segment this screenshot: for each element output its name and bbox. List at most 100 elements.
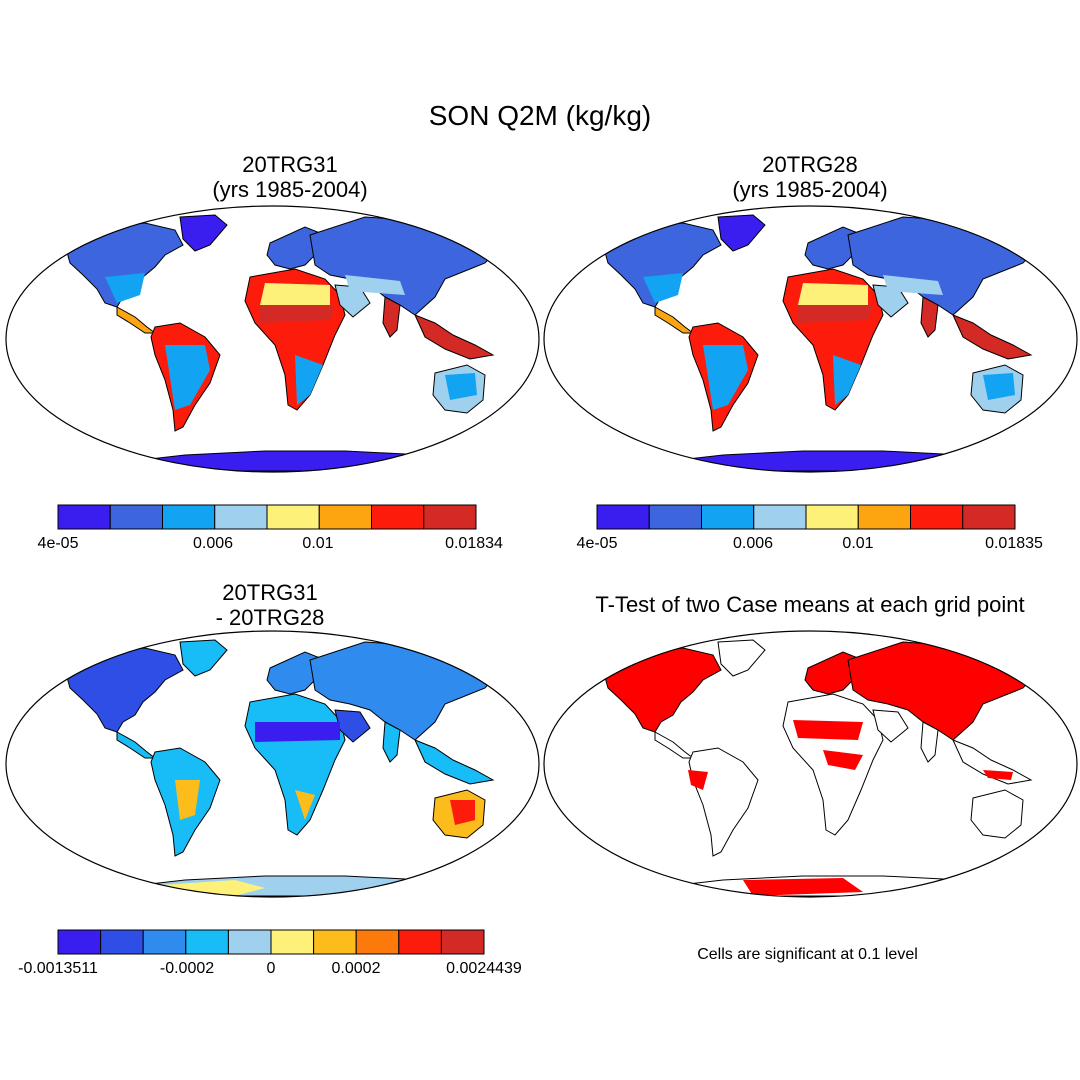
data-region (883, 275, 943, 295)
panel-title-case1: 20TRG31 (yrs 1985-2004) (130, 152, 450, 202)
land-arabia (872, 709, 909, 743)
data-region (165, 345, 210, 410)
land-india (920, 721, 939, 763)
data-region (175, 780, 200, 820)
map-content (6, 631, 539, 897)
colorbar-box (100, 929, 144, 955)
panel-case1-name: 20TRG31 (242, 152, 338, 177)
land-seAsia (414, 739, 495, 785)
data-region (445, 373, 477, 400)
colorbar-box (371, 504, 425, 530)
land-northAmerica (64, 647, 184, 733)
data-region (833, 355, 861, 405)
colorbar-box (266, 504, 320, 530)
colorbar-tick-label: 0.01 (842, 535, 874, 552)
colorbar-tick-label: 0.006 (192, 535, 234, 552)
colorbar-case2-labels: 4e-05 0.006 0.01 0.01835 (540, 535, 1080, 557)
map-frame (543, 630, 1078, 898)
figure-title: SON Q2M (kg/kg) (428, 100, 652, 131)
data-region (450, 800, 475, 825)
colorbar-case1-labels: 4e-05 0.006 0.01 0.01834 (0, 535, 540, 557)
data-region (345, 275, 405, 295)
panel-case1-years: (yrs 1985-2004) (212, 177, 368, 202)
colorbar-box (57, 929, 102, 955)
colorbar-box (318, 504, 372, 530)
data-region (260, 305, 335, 323)
map-case2 (543, 205, 1078, 473)
panel-title-case2: 20TRG28 (yrs 1985-2004) (650, 152, 970, 202)
panel-case2-years: (yrs 1985-2004) (732, 177, 888, 202)
data-region (295, 790, 315, 820)
colorbar-tick-label: 0.01834 (445, 535, 503, 552)
map-case1 (5, 205, 540, 473)
data-region (688, 770, 708, 790)
panel-diff-subtracted: - 20TRG28 (215, 605, 325, 630)
map-frame (5, 205, 540, 473)
land-greenland (179, 639, 228, 677)
colorbar-box (162, 504, 216, 530)
colorbar-tick-label: 0.006 (732, 535, 774, 552)
map-content (544, 631, 1077, 897)
data-region (255, 722, 340, 742)
colorbar-box (596, 504, 650, 530)
colorbar-box (910, 504, 964, 530)
colorbar-box (355, 929, 400, 955)
colorbar-diff-labels: -0.0013511 -0.0002 0 0.0002 0.0024439 (0, 960, 540, 982)
colorbar-box (701, 504, 755, 530)
colorbar-tick-label: -0.0013511 (18, 960, 98, 977)
land-seAsia (952, 314, 1033, 360)
colorbar-box (398, 929, 442, 955)
colorbar-tick-label: 0 (266, 960, 276, 977)
data-region (983, 770, 1013, 780)
panel-diff-name: 20TRG31 (222, 580, 318, 605)
colorbar-box (227, 929, 272, 955)
data-region (793, 720, 863, 740)
panel-title-ttest: T-Test of two Case means at each grid po… (595, 592, 1025, 617)
colorbar-box (57, 504, 111, 530)
data-region (260, 283, 330, 305)
land-india (382, 296, 401, 338)
colorbar-box (962, 504, 1016, 530)
colorbar-box (423, 504, 477, 530)
land-centralAmerica (654, 306, 695, 334)
land-greenland (179, 214, 228, 252)
colorbar-box (440, 929, 485, 955)
map-ttest (543, 630, 1078, 898)
data-region (823, 750, 863, 770)
data-region (703, 345, 748, 410)
map-difference (5, 630, 540, 898)
colorbar-box (648, 504, 702, 530)
significance-note: Cells are significant at 0.1 level (697, 946, 918, 963)
data-region (743, 878, 863, 896)
colorbar-difference (57, 929, 485, 955)
data-region (643, 273, 683, 303)
colorbar-case1 (57, 504, 477, 530)
colorbar-box (270, 929, 315, 955)
colorbar-tick-label: 0.01 (302, 535, 334, 552)
colorbar-case2 (596, 504, 1016, 530)
colorbar-tick-label: 0.0002 (331, 960, 381, 977)
land-centralAmerica (654, 731, 695, 759)
land-centralAmerica (116, 306, 157, 334)
land-greenland (717, 639, 766, 677)
land-seAsia (414, 314, 495, 360)
land-greenland (717, 214, 766, 252)
colorbar-tick-label: 0.0024439 (446, 960, 522, 977)
colorbar-box (857, 504, 911, 530)
colorbar-box (805, 504, 859, 530)
data-region (983, 373, 1015, 400)
colorbar-tick-label: -0.0002 (159, 960, 215, 977)
panel-title-diff: 20TRG31 - 20TRG28 (110, 580, 430, 630)
land-northAmerica (602, 647, 722, 733)
data-region (798, 305, 873, 323)
panel-case2-name: 20TRG28 (762, 152, 858, 177)
colorbar-tick-label: 4e-05 (576, 535, 618, 552)
map-content (6, 206, 539, 472)
land-india (382, 721, 401, 763)
colorbar-box (214, 504, 268, 530)
colorbar-box (142, 929, 187, 955)
land-india (920, 296, 939, 338)
map-frame (5, 630, 540, 898)
colorbar-tick-label: 0.01835 (985, 535, 1043, 552)
colorbar-tick-label: 4e-05 (37, 535, 79, 552)
